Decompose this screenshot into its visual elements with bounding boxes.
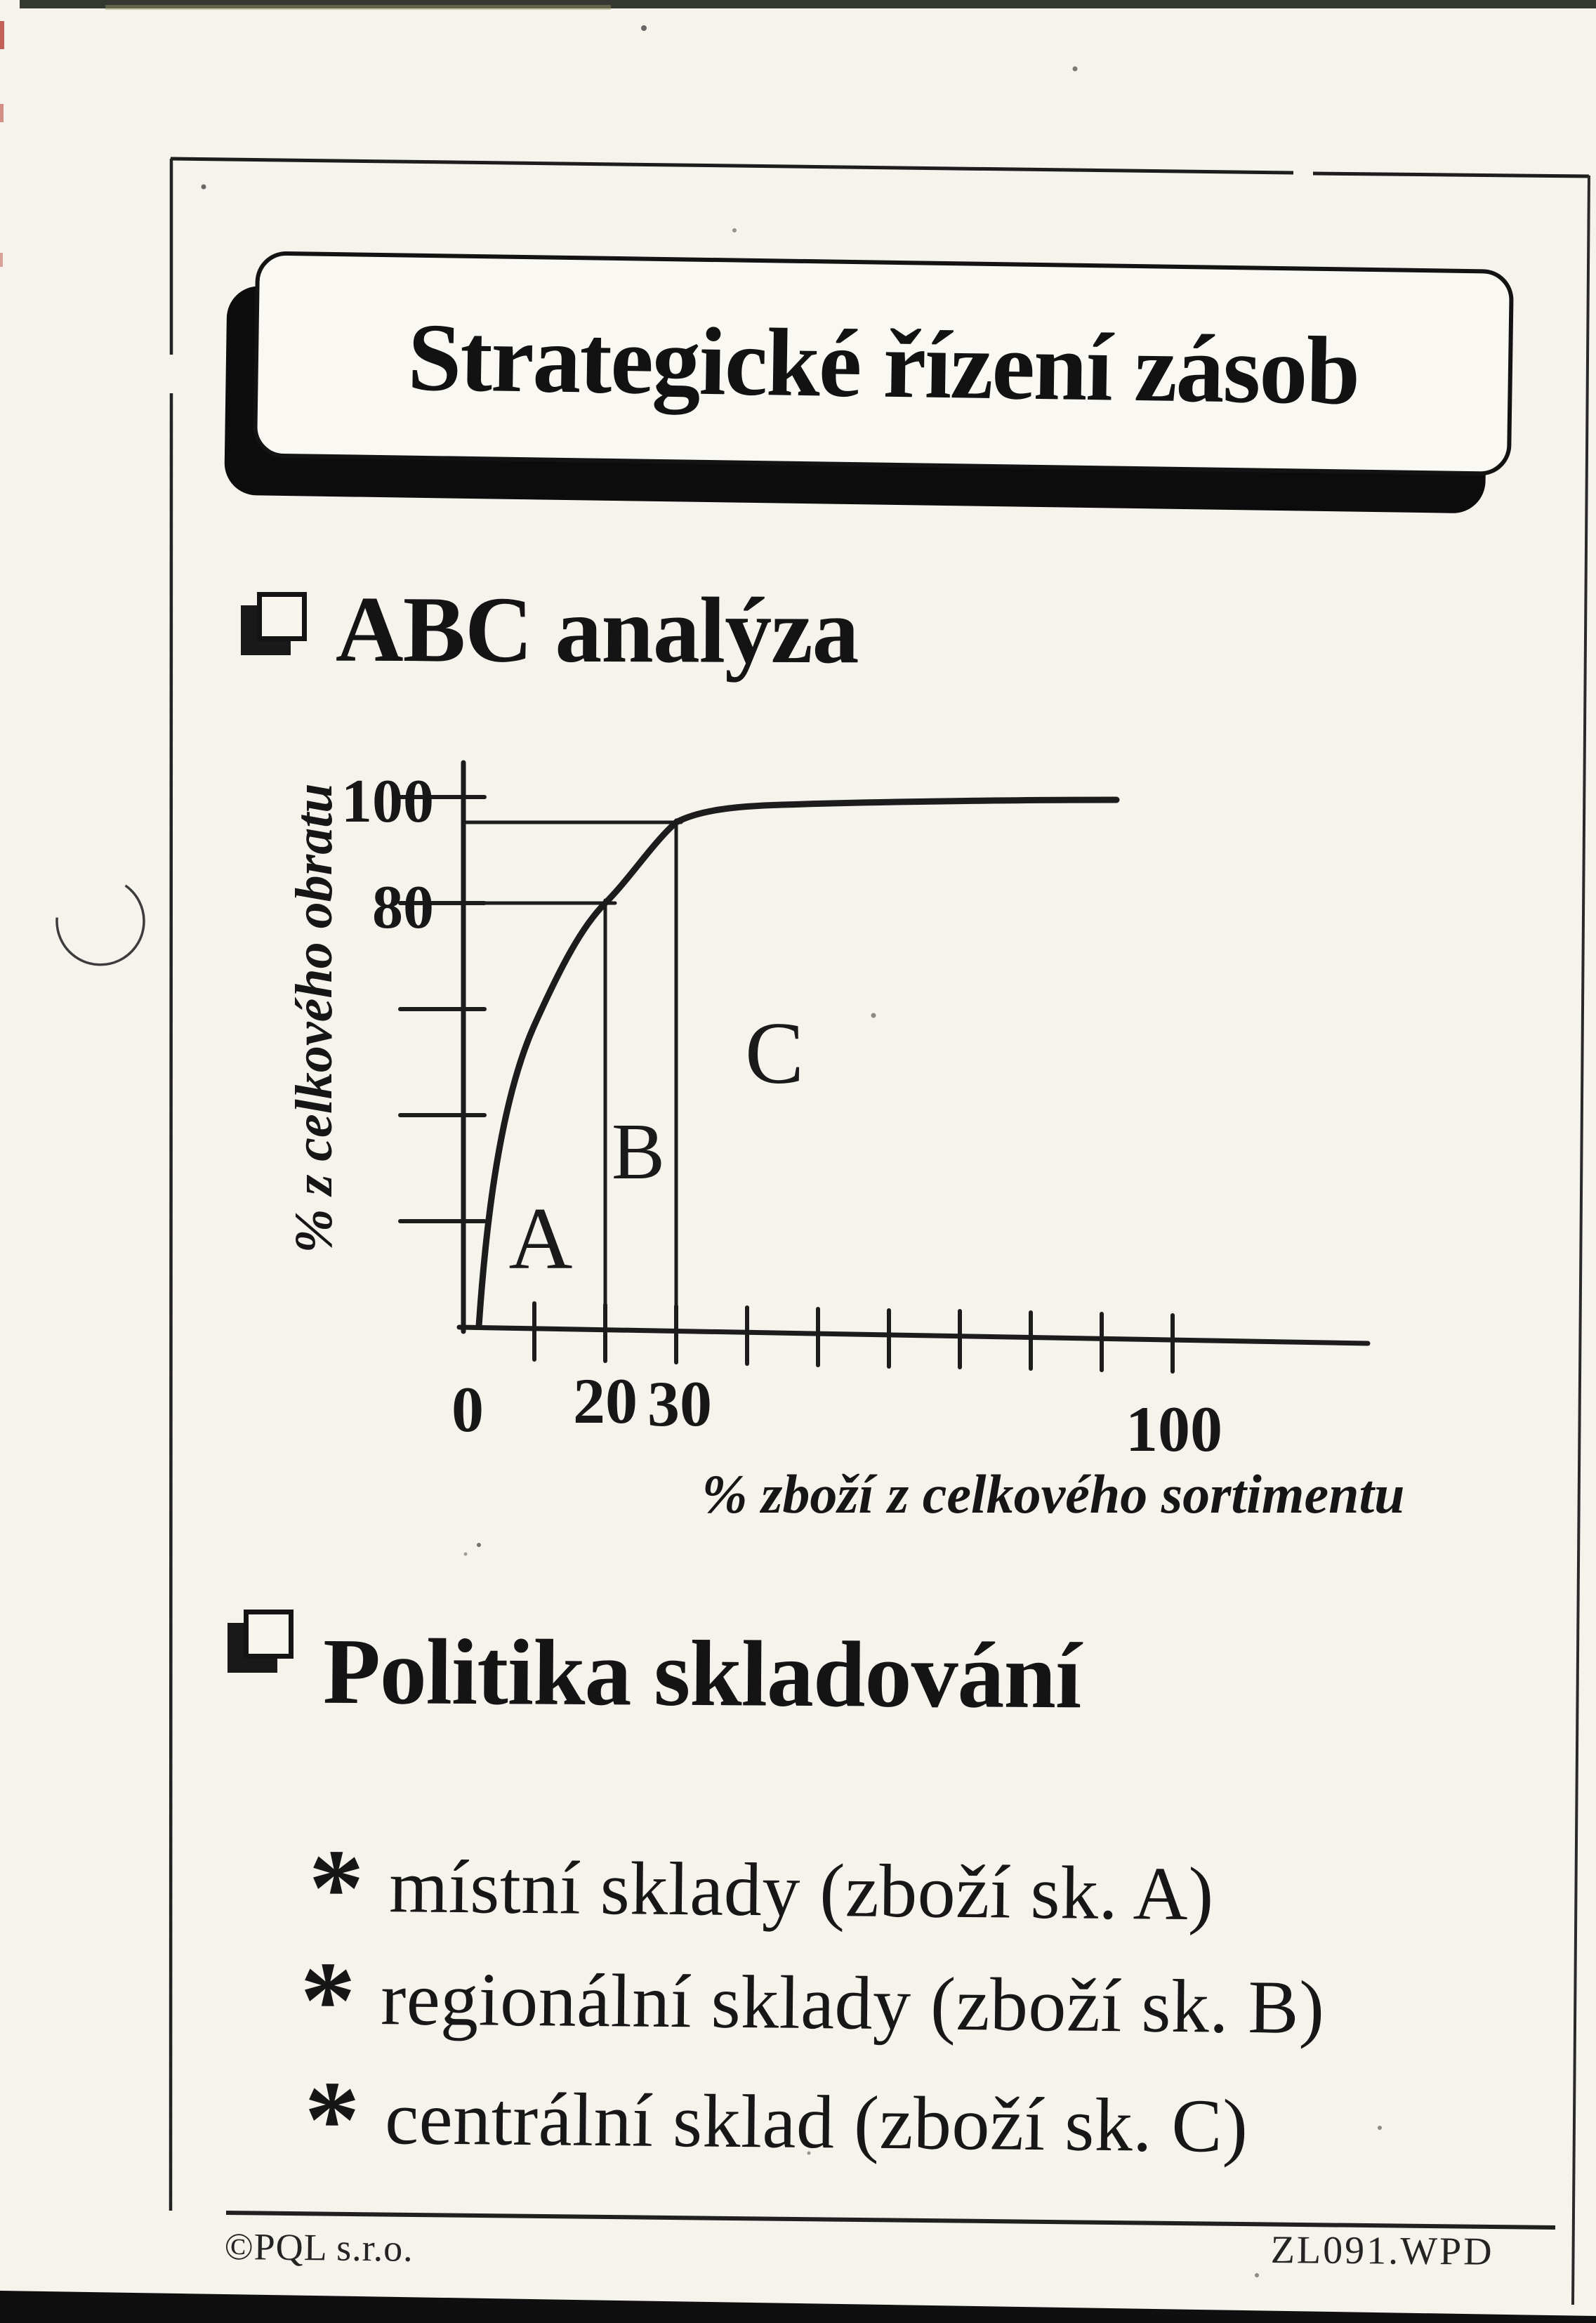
region-label-b: B: [612, 1107, 665, 1196]
x-axis-title: % zboží z celkového sortimentu: [701, 1463, 1404, 1525]
region-label-c: C: [745, 1005, 804, 1103]
square-bullet-front: [257, 592, 307, 641]
footer-rule: [225, 2211, 1556, 2230]
x-tick-label-100: 100: [1126, 1393, 1222, 1465]
square-bullet-front: [244, 1610, 294, 1659]
scan-top-edge: [20, 0, 1596, 8]
x-axis-ticks: [532, 1301, 1175, 1374]
region-label-a: A: [509, 1190, 573, 1288]
list-item: * místní sklady (zboží sk. A): [308, 1827, 1215, 1950]
list-item-text: centrální sklad (zboží sk. C): [384, 2077, 1248, 2169]
bullet-marker: *: [303, 2058, 361, 2182]
y-axis-ticks: [398, 795, 487, 1223]
x-axis-line: [456, 1324, 1371, 1346]
scan-specks: [201, 25, 1382, 2277]
frame-top-border: [170, 157, 1590, 178]
list-item-text: místní sklady (zboží sk. A): [388, 1845, 1215, 1937]
footer-filename: ZL091.WPD: [1270, 2228, 1494, 2274]
list-item-text: regionální sklady (zboží sk. B): [380, 1957, 1326, 2051]
abc-chart-figure: 100 80 0 20 30 100 A B C % z celkového o…: [295, 760, 1405, 1525]
y-tick-label-80: 80: [372, 874, 434, 942]
x-tick-label-20: 20: [573, 1365, 638, 1437]
abc-analysis-chart: 100 80 0 20 30 100 A B C % z celkového o…: [295, 723, 1475, 1538]
section-heading-politika: Politika skladování: [322, 1619, 1081, 1728]
scan-top-edge-tint: [105, 5, 611, 10]
punch-hole-icon: [55, 884, 145, 966]
bullet-marker: *: [299, 1939, 357, 2062]
footer-copyright: ©PQL s.r.o.: [224, 2225, 414, 2270]
square-bullet-icon: [241, 592, 319, 657]
square-bullet-icon: [227, 1610, 306, 1674]
list-item: * centrální sklad (zboží sk. C): [303, 2058, 1248, 2182]
bullet-marker: *: [308, 1827, 365, 1950]
section-heading-abc: ABC analýza: [335, 577, 859, 683]
scan-bottom-edge: [0, 2291, 1596, 2323]
lorenz-curve: [475, 796, 1120, 1329]
title-banner: Strategické řízení zásob: [252, 251, 1515, 476]
y-axis-title: % z celkového obratu: [295, 783, 343, 1253]
frame-right-border: [1571, 175, 1590, 2305]
page-title: Strategické řízení zásob: [407, 303, 1360, 425]
x-tick-label-30: 30: [647, 1368, 712, 1440]
projection-guides: [464, 818, 683, 1335]
y-tick-label-100: 100: [341, 768, 434, 836]
x-tick-label-0: 0: [451, 1374, 484, 1445]
scan-red-marks: [0, 21, 4, 267]
list-item: * regionální sklady (zboží sk. B): [299, 1939, 1326, 2062]
